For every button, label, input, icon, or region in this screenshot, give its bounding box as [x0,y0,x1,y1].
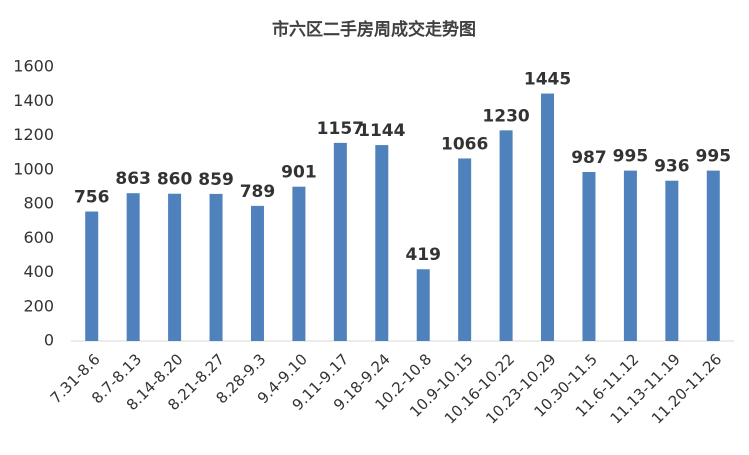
value-label: 1144 [358,121,405,141]
y-tick-label: 1400 [13,91,54,110]
bar [665,180,679,341]
value-label: 936 [654,157,690,177]
value-label: 987 [571,148,607,168]
y-tick-label: 1200 [13,125,54,144]
bar [333,142,347,341]
bar [582,171,596,341]
bar [250,205,264,341]
bar [499,130,513,341]
value-label: 756 [74,188,110,208]
value-label: 860 [157,170,193,190]
bar [375,145,389,341]
bar [416,269,430,341]
bar [623,170,637,341]
y-tick-label: 1600 [13,57,54,76]
bar [292,186,306,341]
chart-title: 市六区二手房周成交走势图 [272,19,476,40]
value-label: 995 [696,147,732,167]
y-tick-label: 1000 [13,159,54,178]
bar [541,93,555,341]
y-tick-label: 600 [23,228,54,247]
bar [458,158,472,341]
bar [168,193,182,341]
value-label: 901 [281,163,317,183]
value-label: 1157 [317,119,364,139]
bar [209,193,223,341]
value-label: 863 [115,169,151,189]
bar [85,211,99,341]
y-tick-label: 0 [44,331,54,350]
y-tick-label: 200 [23,296,54,315]
y-tick-label: 400 [23,262,54,281]
value-label: 995 [613,147,649,167]
bar [126,193,140,341]
value-label: 1066 [441,134,488,154]
bar [706,170,720,341]
value-label: 789 [240,182,276,202]
value-label: 419 [405,245,441,265]
value-label: 859 [198,170,234,190]
y-tick-label: 800 [23,194,54,213]
value-label: 1230 [482,106,529,126]
value-label: 1445 [524,70,571,90]
